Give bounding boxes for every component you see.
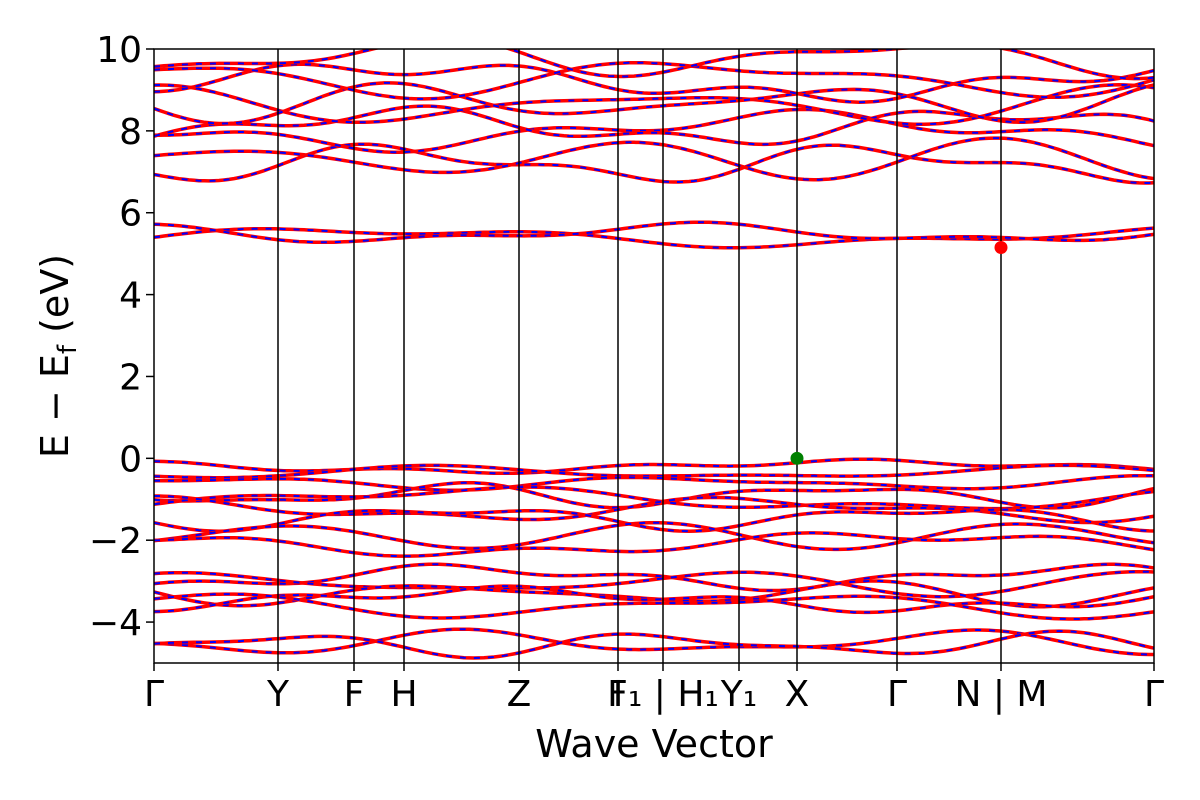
band-line — [154, 62, 1154, 104]
x-tick-label: N | M — [954, 674, 1047, 715]
y-tick-label: 4 — [119, 276, 142, 317]
y-tick-label: −4 — [89, 603, 142, 644]
y-tick-label: 2 — [119, 357, 142, 398]
high-symmetry-lines — [277, 49, 1002, 663]
x-tick-label: Γ — [887, 674, 907, 715]
band-line-dashed — [154, 143, 1154, 184]
band-line-dashed — [154, 81, 1154, 125]
band-line — [154, 142, 1154, 185]
band-line-dashed — [154, 508, 1154, 533]
band-line — [154, 463, 1154, 480]
band-line-dashed — [154, 563, 1154, 592]
x-tick-label: Γ — [1144, 674, 1164, 715]
extremum-marker — [790, 451, 804, 465]
y-tick-label: 6 — [119, 194, 142, 235]
y-tick-label: 0 — [119, 439, 142, 480]
plot-frame — [153, 48, 1155, 664]
band-line — [154, 569, 1154, 599]
extremum-marker — [994, 241, 1008, 255]
y-tick-label: 8 — [119, 112, 142, 153]
x-tick-label: H — [390, 674, 417, 715]
x-tick-label: X — [785, 674, 810, 715]
band-line-dashed — [154, 108, 1154, 154]
band-line-dashed — [154, 61, 1154, 100]
band-line-dashed — [154, 49, 1154, 80]
band-line — [154, 592, 1154, 621]
band-line — [154, 226, 1154, 250]
band-line — [154, 49, 1154, 81]
band-line-dashed — [154, 63, 1154, 104]
x-tick-label: Y — [266, 674, 290, 715]
x-axis-title: Wave Vector — [535, 722, 773, 766]
x-tick-label: F — [344, 674, 365, 715]
band-line — [154, 220, 1154, 245]
band-line-dashed — [154, 83, 1154, 126]
y-axis-ticks: −4 −2 0 2 4 6 8 10 — [89, 30, 154, 644]
y-tick-label: −2 — [89, 521, 142, 562]
x-tick-label: Z — [507, 674, 532, 715]
x-tick-label: I — [613, 674, 624, 715]
x-tick-label: F₁ | H₁ — [607, 674, 719, 715]
x-tick-label: Y₁ — [720, 674, 757, 715]
band-line-dashed — [154, 630, 1154, 660]
band-line-dashed — [154, 137, 1154, 181]
band-line — [154, 531, 1154, 558]
extrema-markers — [790, 241, 1008, 465]
y-tick-label: 10 — [96, 30, 142, 71]
band-lines — [154, 49, 1154, 660]
band-line-dashed — [154, 521, 1154, 551]
band-line — [154, 473, 1154, 492]
x-tick-label: Γ — [144, 674, 164, 715]
band-line — [154, 627, 1154, 657]
x-axis-ticks: Γ Y F H Z IF₁ | H₁ Y₁ X Γ N | M Γ — [144, 663, 1164, 715]
band-line — [154, 584, 1154, 615]
y-axis-title: E − Ef (eV) — [33, 254, 83, 458]
band-line — [154, 562, 1154, 593]
